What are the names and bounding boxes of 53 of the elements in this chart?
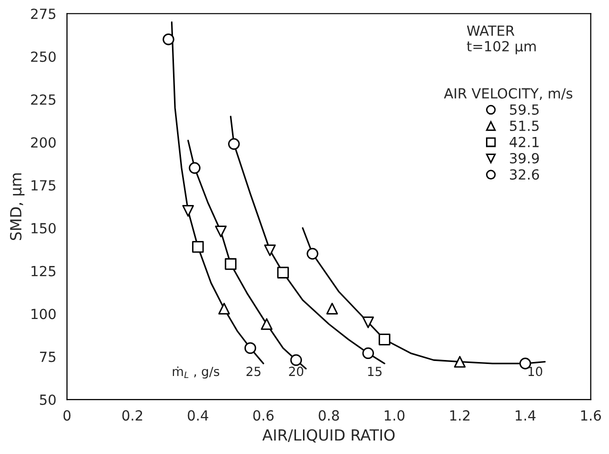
point <box>362 316 374 328</box>
point <box>260 318 273 330</box>
legend-title: AIR VELOCITY, m/s <box>444 88 572 100</box>
point <box>214 226 227 238</box>
y-axis-title: SMD, µm <box>10 173 25 240</box>
series-label: 20 <box>289 366 304 376</box>
y-tick-label: 125 <box>32 266 56 276</box>
legend-label: 32.6 <box>510 169 539 180</box>
y-tick-label: 250 <box>31 51 56 62</box>
point <box>454 356 466 368</box>
point <box>188 162 200 174</box>
point <box>218 302 230 314</box>
point <box>224 258 237 270</box>
point <box>264 244 276 256</box>
x-tick-label: 1.0 <box>384 410 404 421</box>
series-label: 10 <box>528 366 542 376</box>
legend-label: 42.1 <box>510 136 539 148</box>
point <box>162 34 174 46</box>
y-tick-label: 75 <box>40 352 56 362</box>
x-tick-label: 0.2 <box>122 410 142 421</box>
x-tick-label: 1.2 <box>450 410 470 420</box>
y-tick-label: 150 <box>32 222 56 234</box>
y-tick-label: 175 <box>32 180 56 191</box>
y-tick-label: 225 <box>31 94 56 105</box>
x-tick-label: 1.6 <box>581 410 601 421</box>
x-tick-label: 0.6 <box>253 410 274 421</box>
y-tick-label: 275 <box>31 8 56 20</box>
point <box>362 347 374 360</box>
point <box>228 138 240 150</box>
annotation: WATER t=102 µm <box>466 26 536 54</box>
x-tick-label: 0.4 <box>188 410 208 421</box>
x-axis-title: AIR/LIQUID RATIO <box>262 429 395 443</box>
series-label: 15 <box>368 366 382 376</box>
legend-label: 39.9 <box>510 152 539 164</box>
series-label: 25 <box>246 366 260 376</box>
point <box>290 354 302 366</box>
line-series <box>230 116 386 364</box>
point <box>326 302 338 314</box>
y-tick-label: 100 <box>32 308 56 320</box>
point <box>378 334 390 346</box>
x-tick-label: 0 <box>63 410 70 421</box>
x-tick-label: 0.8 <box>318 410 339 421</box>
legend-label: 51.5 <box>510 120 539 132</box>
point <box>244 342 256 354</box>
point <box>277 266 289 278</box>
x-tick-label: 1.4 <box>516 410 536 420</box>
y-tick-label: 200 <box>31 137 56 148</box>
point <box>192 241 204 253</box>
point <box>182 205 194 217</box>
legend-label: 59.5 <box>510 104 539 115</box>
point <box>306 248 318 260</box>
annotation: ṁ$_{L}$ , g/s <box>172 366 220 379</box>
y-tick-label: 50 <box>40 394 56 405</box>
